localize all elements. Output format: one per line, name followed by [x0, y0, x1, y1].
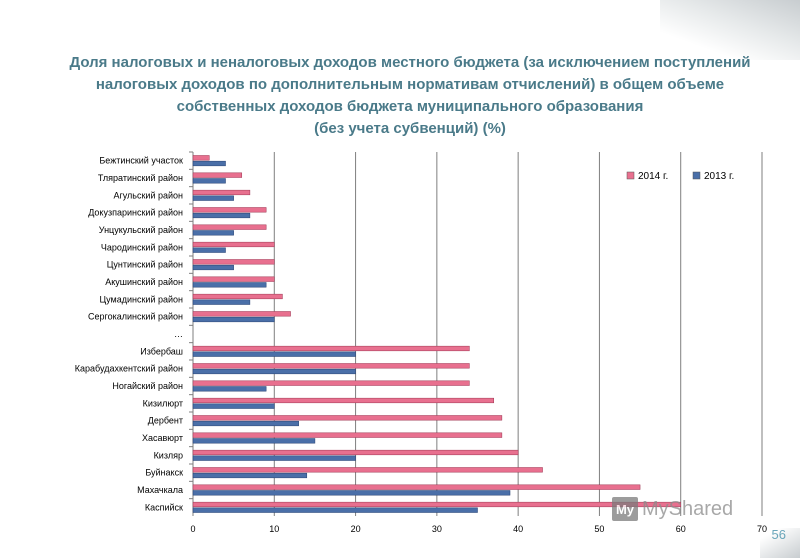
category-label: Унцукульский район: [99, 225, 183, 235]
category-label: Избербаш: [140, 346, 183, 356]
title-line: собственных доходов бюджета муниципально…: [176, 98, 644, 115]
bar-2013: [192, 420, 299, 427]
bar-2014: [192, 380, 470, 386]
category-label: Бежтинский участок: [99, 156, 183, 166]
bar-2014: [192, 172, 243, 178]
legend-label: 2014 г.: [638, 171, 668, 182]
bar-2014: [192, 432, 503, 438]
x-tick-label: 30: [432, 524, 442, 534]
x-tick-label: 0: [190, 524, 195, 534]
category-label: Докузпаринский район: [88, 208, 183, 218]
bar-2014: [192, 311, 291, 317]
x-tick-label: 70: [757, 524, 767, 534]
category-label: Цумадинский район: [99, 294, 183, 304]
category-label: Каспийск: [145, 502, 183, 512]
category-label: Тляратинский район: [98, 173, 183, 183]
x-tick-label: 50: [594, 524, 604, 534]
bar-2013: [192, 247, 226, 253]
category-label: Чародинский район: [101, 242, 183, 252]
category-label: …: [174, 329, 183, 339]
bar-2013: [192, 230, 234, 236]
decorative-corner-top: [660, 0, 800, 60]
bar-2014: [192, 397, 495, 404]
bar-2014: [192, 155, 210, 161]
bar-2014: [192, 484, 641, 490]
bar-2014: [192, 501, 681, 508]
bar-2014: [192, 363, 470, 369]
category-label: Цунтинский район: [107, 260, 183, 270]
category-label: Агульский район: [113, 190, 183, 200]
bar-2014: [192, 259, 275, 265]
bar-2013: [192, 438, 316, 444]
legend-swatch: [626, 171, 635, 180]
legend-swatch: [692, 171, 701, 180]
legend-label: 2013 г.: [704, 171, 734, 182]
bar-2013: [192, 455, 356, 461]
category-label: Карабудахкентский район: [75, 364, 183, 374]
category-label: Ногайский район: [112, 381, 183, 391]
bar-2013: [192, 507, 478, 513]
bar-2013: [192, 351, 356, 357]
bar-2014: [192, 293, 283, 300]
category-label: Кизляр: [154, 450, 183, 460]
watermark: My MyShared: [612, 496, 733, 522]
bar-2013: [192, 368, 356, 375]
category-label: Акушинский район: [105, 277, 183, 287]
bar-2013: [192, 264, 234, 271]
category-label: Хасавюрт: [142, 433, 183, 443]
bar-2013: [192, 403, 275, 409]
bar-2014: [192, 449, 519, 456]
title-line: (без учета субвенций) (%): [314, 120, 506, 137]
bar-2014: [192, 207, 267, 213]
x-tick-label: 20: [351, 524, 361, 534]
category-label: Кизилюрт: [143, 398, 183, 408]
title-line: налоговых доходов по дополнительным норм…: [95, 76, 725, 93]
title-line: Доля налоговых и неналоговых доходов мес…: [69, 54, 751, 71]
category-label: Дербент: [148, 416, 183, 426]
bar-2013: [192, 472, 308, 479]
x-tick-label: 10: [269, 524, 279, 534]
bar-2014: [192, 189, 251, 196]
bar-2013: [192, 316, 275, 323]
x-tick-label: 40: [513, 524, 523, 534]
bar-2013: [192, 490, 511, 496]
category-label: Махачкала: [137, 485, 183, 495]
x-tick-label: 60: [676, 524, 686, 534]
category-label: Сергокалинский район: [88, 312, 183, 322]
bar-2013: [192, 195, 234, 201]
bar-2014: [192, 224, 267, 230]
bar-2013: [192, 282, 267, 288]
bar-2013: [192, 212, 251, 219]
page-number: 56: [771, 527, 786, 542]
chart-title: Доля налоговых и неналоговых доходов мес…: [40, 52, 780, 140]
bar-2014: [192, 241, 275, 248]
bar-2013: [192, 160, 226, 167]
decorative-corner-bottom: [760, 528, 800, 558]
bar-2013: [192, 386, 267, 392]
watermark-text: MyShared: [642, 497, 734, 520]
bar-2013: [192, 299, 251, 305]
bar-2014: [192, 415, 503, 421]
bar-2014: [192, 345, 470, 352]
watermark-logo: My: [612, 497, 638, 521]
bar-2014: [192, 276, 275, 282]
bar-2014: [192, 467, 543, 473]
bar-2013: [192, 178, 226, 184]
category-label: Буйнакск: [145, 468, 183, 478]
